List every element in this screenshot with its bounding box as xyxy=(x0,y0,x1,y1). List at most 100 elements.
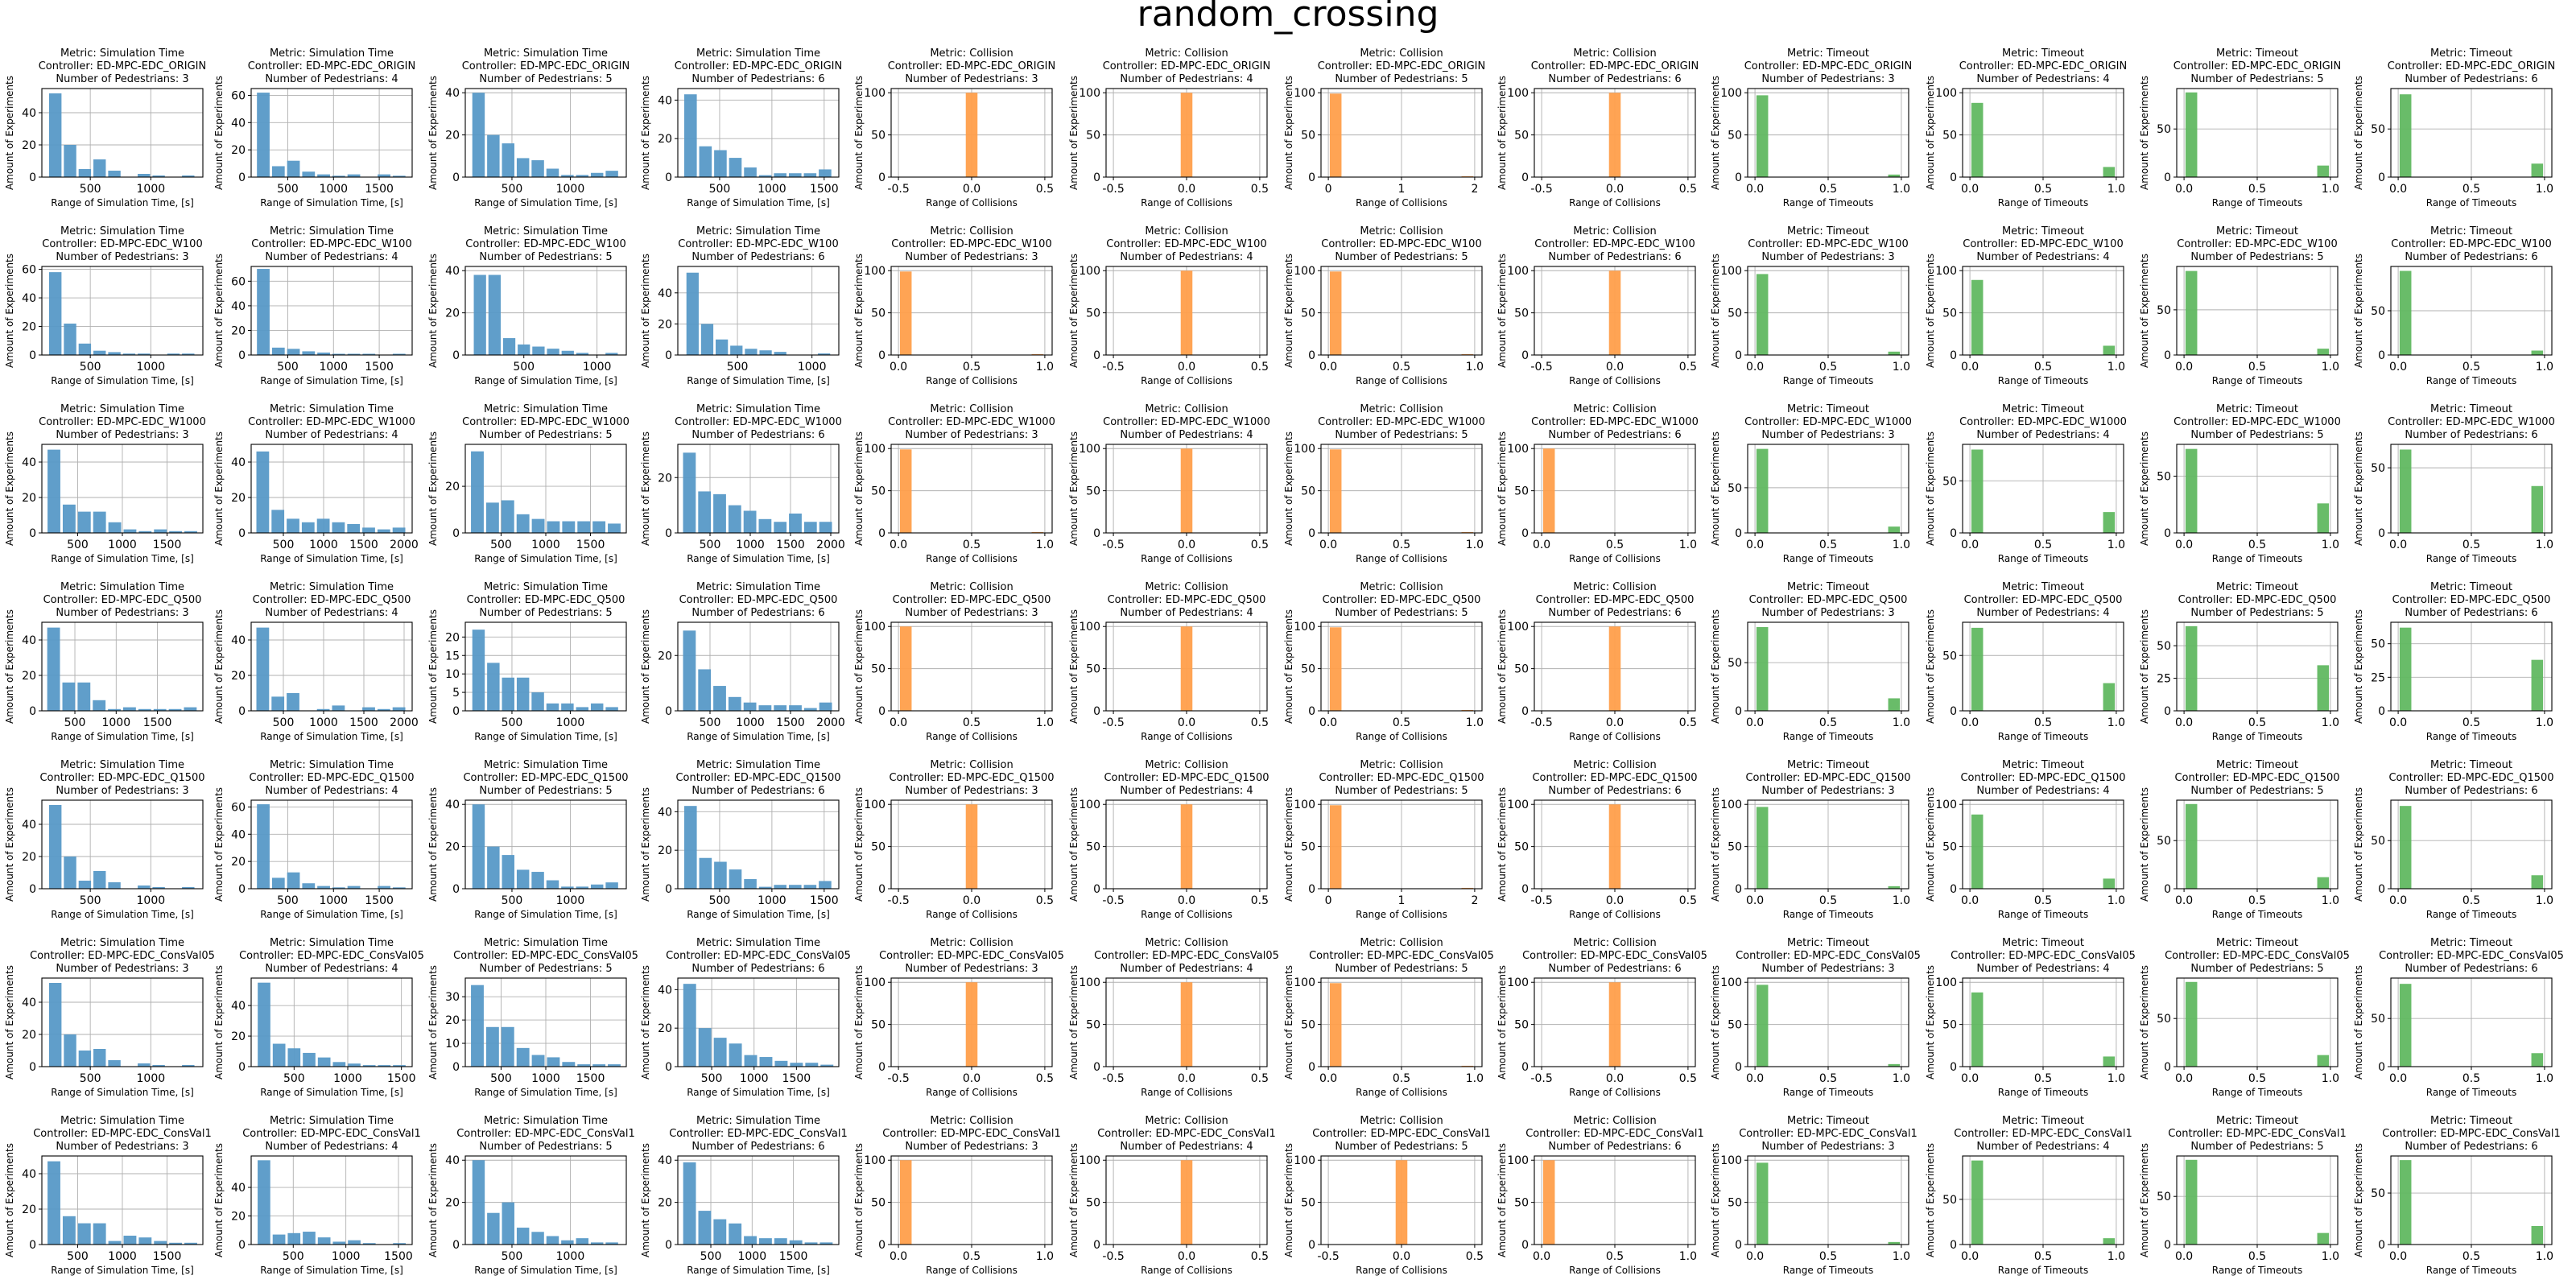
histogram-bar xyxy=(302,883,316,889)
y-tick-label: 0 xyxy=(2378,1061,2385,1074)
x-tick-label: 0.5 xyxy=(963,539,980,551)
histogram-bar xyxy=(362,1065,376,1067)
x-tick-label: 0.5 xyxy=(2034,716,2052,729)
y-axis-label: Amount of Experiments xyxy=(1925,965,1936,1080)
histogram-bar xyxy=(576,175,589,177)
subplot-title-line: Number of Pedestrians: 3 xyxy=(56,251,188,263)
histogram-bar xyxy=(686,272,699,355)
histogram-bar xyxy=(518,344,530,355)
x-tick-label: 0.0 xyxy=(1606,1072,1624,1085)
x-axis-label: Range of Timeouts xyxy=(1998,909,2089,920)
x-tick-label: 0.0 xyxy=(2389,361,2407,374)
y-tick-label: 0 xyxy=(1950,1239,1957,1252)
x-tick-label: 1.0 xyxy=(1036,1250,1054,1263)
axes-frame xyxy=(677,977,840,1067)
x-tick-label: 0.0 xyxy=(1178,1072,1195,1085)
y-axis-label: Amount of Experiments xyxy=(853,787,865,902)
histogram-bar xyxy=(62,504,76,533)
y-tick-label: 0 xyxy=(1521,349,1529,362)
histogram-bar xyxy=(362,353,376,355)
x-tick-label: 0.0 xyxy=(1606,894,1624,907)
y-axis-label: Amount of Experiments xyxy=(1710,609,1721,724)
subplot-title-line: Controller: ED-MPC-EDC_Q1500 xyxy=(2174,772,2339,784)
y-tick-label: 20 xyxy=(445,308,460,320)
x-tick-label: 0.5 xyxy=(2462,183,2480,196)
subplot-title-line: Number of Pedestrians: 4 xyxy=(1976,785,2109,797)
histogram-bar xyxy=(2317,503,2330,533)
subplot-title-line: Controller: ED-MPC-EDC_ConsVal05 xyxy=(666,950,851,962)
x-tick-label: -0.5 xyxy=(1102,894,1124,907)
subplot-title-line: Controller: ED-MPC-EDC_W1000 xyxy=(888,416,1055,428)
histogram-bar xyxy=(803,173,817,177)
y-tick-label: 0 xyxy=(1093,1239,1100,1252)
y-tick-label: 0 xyxy=(452,705,460,718)
subplot-title-line: Number of Pedestrians: 3 xyxy=(905,429,1038,441)
y-tick-label: 100 xyxy=(1507,621,1529,634)
y-tick-label: 0 xyxy=(1950,349,1957,362)
histogram-bar xyxy=(108,352,121,355)
x-tick-label: 1500 xyxy=(365,894,394,907)
y-tick-label: 0 xyxy=(2164,349,2171,362)
subplot-title-line: Controller: ED-MPC-EDC_Q1500 xyxy=(1745,772,1910,784)
subplot-title-line: Metric: Simulation Time xyxy=(696,759,820,771)
y-axis-label: Amount of Experiments xyxy=(1068,1143,1080,1257)
histogram-bar xyxy=(272,1234,286,1245)
subplot-title-line: Number of Pedestrians: 6 xyxy=(691,607,824,619)
y-axis-label: Amount of Experiments xyxy=(1710,254,1721,368)
y-tick-label: 100 xyxy=(1720,799,1742,811)
subplot-title-line: Controller: ED-MPC-EDC_ConsVal05 xyxy=(1094,950,1279,962)
x-tick-label: 1000 xyxy=(108,539,137,551)
axes-frame xyxy=(250,88,413,178)
x-tick-label: 1000 xyxy=(556,1250,585,1263)
y-tick-label: 20 xyxy=(22,1203,36,1216)
y-tick-label: 0 xyxy=(1950,1061,1957,1074)
histogram-bar xyxy=(316,518,330,533)
subplot-title-line: Number of Pedestrians: 3 xyxy=(56,963,188,975)
histogram-bar xyxy=(713,1219,727,1245)
y-tick-label: 100 xyxy=(1079,621,1100,634)
x-axis-label: Range of Collisions xyxy=(926,1265,1018,1276)
subplot-title-line: Number of Pedestrians: 4 xyxy=(1120,607,1253,619)
subplot-title-line: Number of Pedestrians: 5 xyxy=(1335,1141,1468,1153)
y-tick-label: 100 xyxy=(1294,976,1315,989)
x-tick-label: 0.5 xyxy=(2034,1072,2052,1085)
subplot-title-line: Number of Pedestrians: 3 xyxy=(1761,73,1894,85)
x-tick-label: 1.0 xyxy=(1466,361,1484,374)
subplot-title-line: Metric: Timeout xyxy=(2002,225,2084,237)
histogram-bar xyxy=(1888,1241,1901,1245)
histogram-bar xyxy=(2317,1055,2330,1067)
histogram-bar xyxy=(502,143,514,177)
x-tick-label: 1.0 xyxy=(2322,1250,2339,1263)
histogram-bar xyxy=(302,351,316,355)
y-tick-label: 0 xyxy=(29,705,36,718)
histogram-bar xyxy=(2531,1053,2544,1067)
subplot-title-line: Controller: ED-MPC-EDC_ConsVal1 xyxy=(1097,1128,1276,1140)
y-tick-label: 0 xyxy=(2378,527,2385,540)
x-tick-label: 1.0 xyxy=(2536,539,2553,551)
x-tick-label: 0.5 xyxy=(1251,716,1269,729)
y-axis-label: Amount of Experiments xyxy=(853,1143,865,1257)
histogram-bar xyxy=(78,343,92,355)
x-axis-label: Range of Timeouts xyxy=(1998,1265,2089,1276)
subplot-title-line: Number of Pedestrians: 5 xyxy=(479,963,612,975)
histogram-bar xyxy=(1608,982,1621,1067)
x-tick-label: 1.0 xyxy=(2536,183,2553,196)
histogram-bar xyxy=(774,352,786,355)
histogram-bar xyxy=(64,323,76,355)
y-axis-label: Amount of Experiments xyxy=(640,431,651,546)
subplot-title-line: Metric: Simulation Time xyxy=(696,581,820,593)
y-tick-label: 50 xyxy=(1301,1019,1315,1032)
y-tick-label: 60 xyxy=(231,89,246,102)
y-tick-label: 40 xyxy=(22,819,36,832)
histogram-bar xyxy=(64,857,76,889)
y-tick-label: 0 xyxy=(29,883,36,896)
x-tick-label: 1.0 xyxy=(2536,1250,2553,1263)
y-axis-label: Amount of Experiments xyxy=(1496,76,1508,190)
histogram-bar xyxy=(1542,448,1555,533)
y-tick-label: 40 xyxy=(231,456,246,469)
